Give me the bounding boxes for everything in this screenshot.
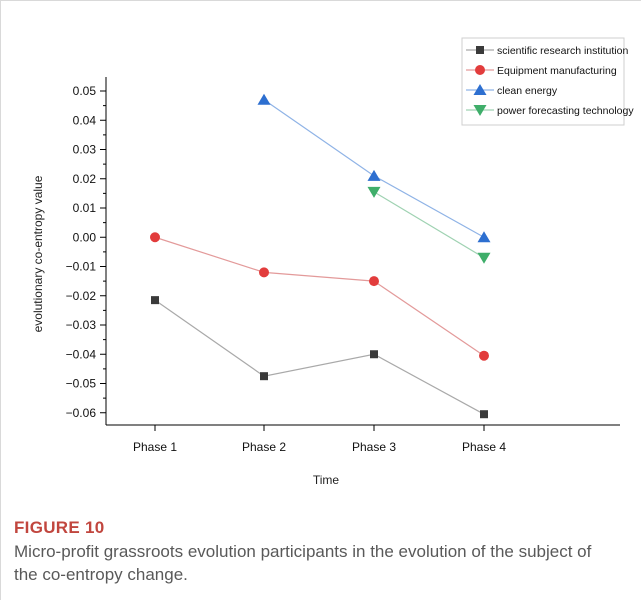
x-tick-label: Phase 1 xyxy=(133,440,177,454)
x-axis: Phase 1 Phase 2 Phase 3 Phase 4 xyxy=(106,424,620,454)
data-point xyxy=(367,186,381,198)
legend-label: power forecasting technology xyxy=(497,105,634,117)
data-point xyxy=(479,350,489,361)
data-point xyxy=(151,296,159,305)
y-tick-label: 0.00 xyxy=(73,230,97,244)
legend-item: clean energy xyxy=(466,84,558,97)
figure-label: FIGURE 10 xyxy=(14,518,105,537)
y-tick-label: −0.06 xyxy=(66,406,97,420)
figure-caption: Micro-profit grassroots evolution partic… xyxy=(14,542,592,584)
legend-label: Equipment manufacturing xyxy=(497,65,617,77)
x-tick-label: Phase 4 xyxy=(462,440,506,454)
legend-marker xyxy=(473,105,487,116)
series-line xyxy=(154,236,485,357)
x-tick-label: Phase 3 xyxy=(352,440,396,454)
legend-item: Equipment manufacturing xyxy=(466,65,617,77)
legend-item: scientific research institution xyxy=(466,45,628,57)
x-tick-label: Phase 2 xyxy=(242,440,286,454)
legend-marker xyxy=(475,65,485,75)
series-line xyxy=(373,191,485,259)
legend-marker xyxy=(476,46,484,54)
legend: scientific research institution Equipment… xyxy=(461,37,634,126)
x-axis-title: Time xyxy=(313,473,340,487)
series-line xyxy=(154,299,485,415)
y-axis: 0.05 0.04 0.03 0.02 0.01 0.00 −0.01 −0.02 −0.03 −… xyxy=(66,77,107,425)
y-tick-label: −0.03 xyxy=(66,318,97,332)
data-point xyxy=(369,276,379,287)
line-chart: 0.05 0.04 0.03 0.02 0.01 0.00 −0.01 −0.02 −0.03 −… xyxy=(31,37,634,487)
y-tick-label: 0.04 xyxy=(73,113,97,127)
series-line xyxy=(263,99,485,238)
data-point xyxy=(367,169,381,181)
data-point xyxy=(260,372,268,381)
series-group xyxy=(150,232,489,361)
data-point xyxy=(150,232,160,243)
y-axis-title: evolutionary co-entropy value xyxy=(31,175,45,332)
y-tick-label: −0.01 xyxy=(66,260,97,274)
data-point xyxy=(480,410,488,419)
data-point xyxy=(477,231,491,243)
legend-label: scientific research institution xyxy=(497,45,628,57)
data-point xyxy=(477,252,491,264)
data-point xyxy=(259,267,269,278)
data-point xyxy=(370,350,378,359)
y-tick-label: −0.02 xyxy=(66,289,97,303)
y-tick-label: 0.01 xyxy=(73,201,97,215)
y-tick-label: 0.03 xyxy=(73,143,97,157)
y-tick-label: −0.05 xyxy=(66,377,97,391)
y-tick-label: −0.04 xyxy=(66,347,97,361)
y-tick-label: 0.02 xyxy=(73,172,97,186)
series-group xyxy=(257,93,491,243)
legend-marker xyxy=(473,84,487,95)
series-layer xyxy=(150,93,491,419)
data-point xyxy=(257,93,271,105)
legend-label: clean energy xyxy=(497,85,558,97)
series-group xyxy=(367,186,491,264)
legend-item: power forecasting technology xyxy=(466,105,634,117)
series-group xyxy=(151,296,488,419)
y-tick-label: 0.05 xyxy=(73,84,97,98)
